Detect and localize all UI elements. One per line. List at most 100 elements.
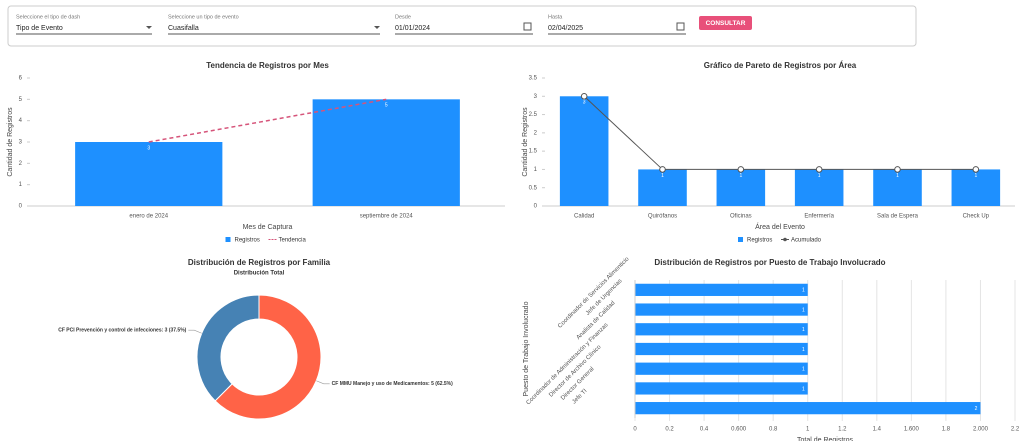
data-label: 1 bbox=[739, 173, 742, 179]
x-tick-label: 1.600 bbox=[904, 427, 920, 433]
filter-label: Seleccione un tipo de evento bbox=[168, 14, 239, 20]
x-axis-label: Área del Evento bbox=[755, 222, 805, 231]
y-axis-label: Cantidad de Registros bbox=[7, 107, 14, 177]
x-tick-label: 1.4 bbox=[873, 427, 882, 433]
chart-title: Tendencia de Registros por Mes bbox=[206, 61, 329, 70]
x-tick-label: Quirófanos bbox=[648, 214, 677, 220]
x-axis-label: Total de Registros bbox=[797, 437, 854, 441]
x-tick-label: 0.8 bbox=[769, 427, 778, 433]
filter-value[interactable]: 02/04/2025 bbox=[548, 25, 583, 32]
legend-label: Registros bbox=[235, 238, 260, 244]
donut-slice bbox=[196, 294, 260, 402]
dropdown-arrow[interactable] bbox=[146, 26, 152, 29]
bar bbox=[635, 402, 981, 415]
filter-panel bbox=[7, 5, 917, 47]
y-tick-label: 0 bbox=[19, 204, 23, 210]
y-tick-label: 1 bbox=[19, 182, 23, 188]
y-tick-label: 5 bbox=[19, 97, 23, 103]
legend-icon bbox=[783, 237, 787, 242]
dropdown-arrow[interactable] bbox=[374, 26, 380, 29]
bar bbox=[635, 382, 808, 395]
data-label: 2 bbox=[975, 406, 978, 412]
marker bbox=[580, 92, 588, 100]
legend-icon bbox=[225, 237, 231, 242]
data-label: 1 bbox=[818, 173, 821, 179]
y-tick-label: 0 bbox=[534, 204, 538, 210]
legend-label: Acumulado bbox=[791, 238, 822, 244]
data-label: 1 bbox=[802, 347, 805, 353]
leader-line bbox=[316, 380, 330, 385]
y-tick-label: 4 bbox=[19, 118, 23, 124]
x-tick-label: septiembre de 2024 bbox=[360, 214, 414, 220]
bar bbox=[635, 303, 808, 316]
bar bbox=[638, 169, 687, 206]
data-label: 1 bbox=[802, 288, 805, 294]
y-tick-label: 6 bbox=[19, 76, 23, 82]
consult-button[interactable] bbox=[699, 16, 752, 30]
y-tick-label: 2.5 bbox=[529, 112, 538, 118]
filter-value[interactable]: Cuasifalla bbox=[168, 25, 199, 32]
legend-label: Registros bbox=[747, 238, 772, 244]
bar bbox=[75, 142, 223, 206]
bar bbox=[635, 323, 808, 336]
filter-value[interactable]: Tipo de Evento bbox=[16, 25, 63, 32]
bar bbox=[873, 169, 922, 206]
filter-label: Seleccione el tipo de dash bbox=[16, 14, 80, 20]
filter-label: Desde bbox=[395, 14, 411, 20]
line bbox=[148, 98, 387, 143]
y-tick-label: 3 bbox=[534, 94, 538, 100]
x-tick-label: 0.2 bbox=[665, 427, 674, 433]
chart-title: Gráfico de Pareto de Registros por Área bbox=[704, 61, 857, 70]
x-tick-label: Sala de Espera bbox=[877, 214, 919, 220]
data-label: 3 bbox=[147, 145, 150, 151]
x-tick-label: enero de 2024 bbox=[129, 214, 168, 220]
bar bbox=[635, 283, 808, 296]
x-tick-label: 2.000 bbox=[973, 427, 989, 433]
calendar-icon[interactable] bbox=[676, 22, 685, 31]
bar bbox=[635, 342, 808, 356]
marker bbox=[815, 166, 823, 173]
x-tick-label: Enfermería bbox=[804, 214, 834, 220]
marker bbox=[972, 166, 980, 173]
data-label: 5 bbox=[385, 103, 388, 109]
filter-label: Hasta bbox=[548, 14, 563, 20]
y-tick-label: 1.5 bbox=[529, 149, 538, 155]
marker bbox=[737, 166, 745, 173]
line bbox=[583, 95, 976, 170]
data-label: 3 bbox=[583, 100, 586, 106]
data-label: 1 bbox=[802, 386, 805, 392]
filter-value[interactable]: 01/01/2024 bbox=[395, 25, 430, 32]
x-tick-label: 2.2 bbox=[1011, 427, 1020, 433]
bar bbox=[716, 169, 766, 206]
y-axis-label: Cantidad de Registros bbox=[522, 107, 529, 177]
bar bbox=[559, 96, 609, 206]
bar bbox=[635, 362, 808, 375]
legend-icon bbox=[738, 237, 743, 242]
chart-title: Distribución de Registros por Puesto de … bbox=[654, 258, 885, 267]
x-tick-label: 0.4 bbox=[700, 427, 709, 433]
y-tick-label: 2 bbox=[534, 130, 538, 136]
x-tick-label: 1 bbox=[806, 427, 810, 433]
data-label: 1 bbox=[802, 307, 805, 313]
y-tick-label: 3.5 bbox=[529, 76, 538, 82]
chart-subtitle: Distribución Total bbox=[234, 271, 285, 277]
data-label: 1 bbox=[802, 327, 805, 333]
chart-title: Distribución de Registros por Familia bbox=[188, 258, 331, 267]
x-axis-label: Mes de Captura bbox=[243, 224, 293, 231]
button-label[interactable]: CONSULTAR bbox=[706, 20, 746, 27]
bar bbox=[794, 169, 844, 206]
calendar-icon[interactable] bbox=[523, 22, 532, 31]
x-tick-label: Check Up bbox=[963, 214, 990, 220]
x-tick-label: 0 bbox=[633, 427, 637, 433]
slice-label: CF MMU Manejo y uso de Medicamentos: 5 (… bbox=[332, 381, 453, 387]
donut-slice bbox=[214, 294, 322, 420]
marker bbox=[659, 166, 666, 173]
slice-label: CF PCI Prevención y control de infeccion… bbox=[58, 328, 186, 334]
data-label: 1 bbox=[974, 173, 977, 179]
data-label: 1 bbox=[896, 173, 899, 179]
y-tick-label: 2 bbox=[19, 161, 23, 167]
y-tick-label: 1 bbox=[534, 167, 538, 173]
x-tick-label: Calidad bbox=[574, 214, 594, 220]
y-tick-label: 3 bbox=[19, 140, 23, 146]
y-tick-label: 0.5 bbox=[529, 185, 538, 191]
